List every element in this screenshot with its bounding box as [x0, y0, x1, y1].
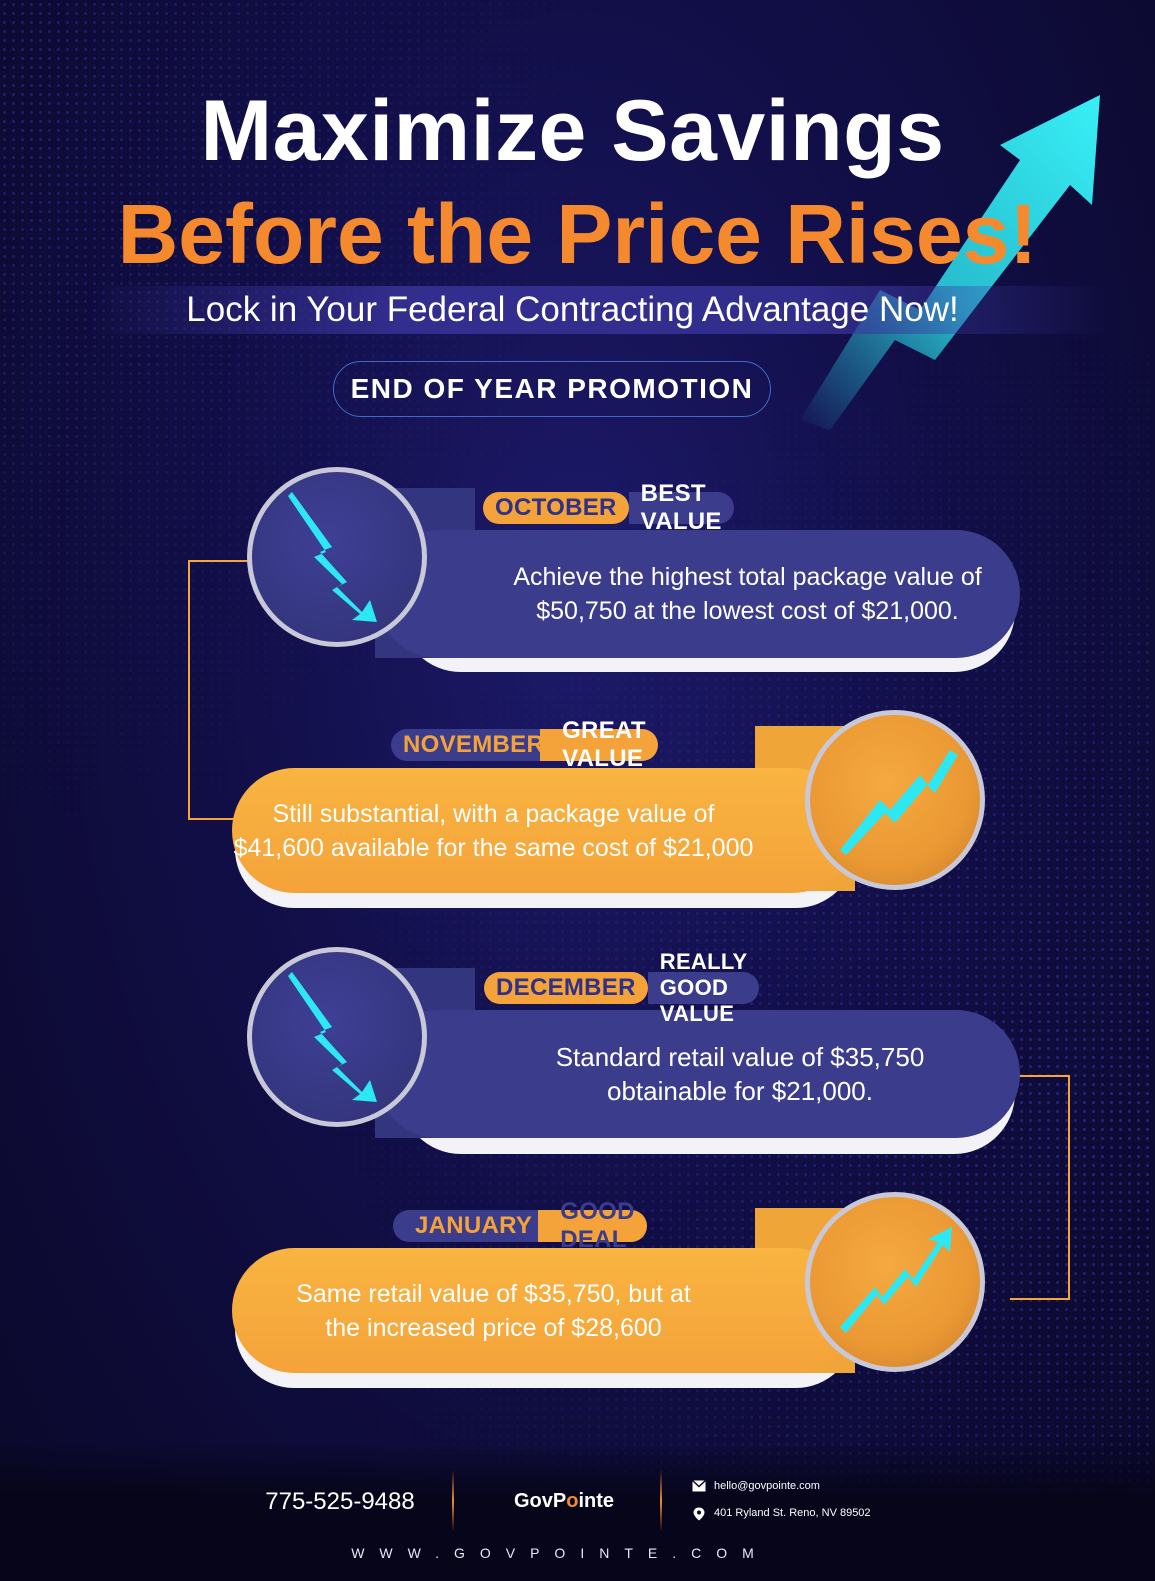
card-text: Achieve the highest total package value …	[375, 530, 1020, 658]
value-tag: GOOD DEAL	[538, 1198, 647, 1253]
connector-right	[1010, 1075, 1070, 1300]
rising-arrow-icon	[800, 95, 1100, 430]
footer-band	[0, 1440, 1155, 1581]
phone-number[interactable]: 775-525-9488	[265, 1488, 415, 1515]
footer-divider	[452, 1470, 454, 1532]
email-contact[interactable]: hello@govpointe.com	[692, 1479, 820, 1492]
month-name: OCTOBER	[483, 492, 629, 524]
month-label: JANUARY GOOD DEAL	[393, 1198, 647, 1253]
street-address: 401 Ryland St. Reno, NV 89502	[714, 1507, 871, 1519]
envelope-icon	[692, 1479, 706, 1492]
card-text: Same retail value of $35,750, but at the …	[232, 1248, 855, 1373]
value-tag: GREAT VALUE	[540, 717, 658, 772]
promo-badge: END OF YEAR PROMOTION	[333, 361, 771, 417]
address-contact: 401 Ryland St. Reno, NV 89502	[692, 1507, 871, 1521]
month-name: DECEMBER	[484, 972, 648, 1004]
headline-line2: Before the Price Rises!	[117, 187, 1038, 281]
subtitle: Lock in Your Federal Contracting Advanta…	[186, 290, 959, 329]
month-label: NOVEMBER GREAT VALUE	[391, 717, 658, 772]
website-url[interactable]: WWW.GOVPOINTE.COM	[351, 1545, 769, 1561]
email-address[interactable]: hello@govpointe.com	[714, 1480, 820, 1492]
subtitle-band	[90, 286, 1110, 334]
connector-left	[188, 560, 250, 820]
month-label: DECEMBER REALLY GOOD VALUE	[484, 949, 760, 1026]
trend-up-icon	[805, 710, 985, 890]
govpointe-logo: GovPointe	[513, 1490, 615, 1512]
month-name: NOVEMBER	[391, 729, 557, 761]
trend-down-icon	[247, 947, 427, 1127]
value-tag: REALLY GOOD VALUE	[647, 949, 760, 1026]
month-label: OCTOBER BEST VALUE	[483, 480, 734, 535]
card-text: Still substantial, with a package value …	[232, 768, 855, 893]
location-pin-icon	[692, 1507, 706, 1521]
card-text: Standard retail value of $35,750 obtainab…	[375, 1010, 1020, 1138]
headline-line1: Maximize Savings	[200, 83, 945, 179]
footer-divider	[660, 1470, 662, 1532]
trend-up-icon	[805, 1192, 985, 1372]
value-tag: BEST VALUE	[628, 480, 734, 535]
trend-down-icon	[247, 467, 427, 647]
month-name: JANUARY	[393, 1210, 555, 1242]
